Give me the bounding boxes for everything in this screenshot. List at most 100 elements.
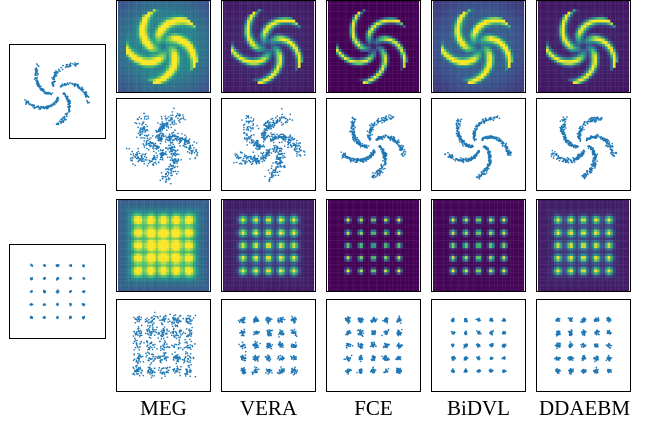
heatmap-cell [223, 78, 226, 82]
heatmap-cell [190, 6, 194, 10]
heatmap-cell [147, 43, 151, 47]
heatmap-cell [128, 1, 132, 4]
heatmap-cell [362, 70, 366, 74]
heatmap-cell [203, 27, 207, 31]
heatmap-cell [244, 54, 248, 58]
heatmap-cell [190, 14, 194, 18]
heatmap-cell [255, 3, 258, 7]
heatmap-cell [276, 3, 280, 7]
heatmap-cell [397, 49, 401, 52]
heatmap-cell [378, 33, 382, 36]
heatmap-cell [236, 22, 240, 26]
heatmap-cell [166, 30, 169, 34]
heatmap-cell [389, 70, 393, 74]
heatmap-cell [200, 9, 204, 12]
heatmap-cell [118, 59, 121, 63]
heatmap-cell [284, 75, 288, 79]
heatmap-cell [333, 22, 337, 26]
heatmap-cell [297, 1, 301, 4]
heatmap-cell [308, 14, 312, 18]
heatmap-cell [352, 46, 355, 50]
heatmap-cell [263, 51, 266, 55]
heatmap-cell [179, 6, 183, 10]
heatmap-cell [182, 83, 186, 87]
heatmap-cell [231, 73, 234, 77]
heatmap-cell [465, 35, 468, 39]
heatmap-cell [373, 41, 377, 44]
heatmap-cell [247, 86, 250, 90]
heatmap-cell [195, 25, 199, 28]
heatmap-cell [131, 59, 135, 63]
heatmap-cell [163, 78, 167, 82]
heatmap-cell [150, 75, 153, 79]
heatmap-cell [483, 25, 487, 28]
sample-point [51, 92, 54, 95]
heatmap-cell [265, 25, 269, 28]
sample-point [68, 105, 71, 107]
heatmap-cell [123, 35, 127, 39]
heatmap-cell [462, 75, 466, 79]
heatmap-cell [239, 67, 242, 71]
heatmap-cell [330, 43, 334, 47]
heatmap-cell [344, 6, 347, 10]
heatmap-cell [438, 22, 442, 26]
heatmap-cell [381, 75, 385, 79]
heatmap-cell [200, 73, 204, 77]
heatmap-cell [163, 35, 167, 39]
heatmap-cell [187, 62, 191, 66]
heatmap-cell [142, 27, 145, 31]
heatmap-cell [392, 83, 396, 87]
heatmap-cell [276, 89, 280, 92]
heatmap-cell [386, 54, 390, 58]
heatmap-cell [281, 17, 285, 20]
heatmap-cell [144, 19, 148, 23]
heatmap-cell [354, 38, 358, 42]
heatmap-cell [376, 11, 379, 15]
heatmap-cell [362, 75, 366, 79]
heatmap-cell [483, 17, 487, 20]
heatmap-cell [187, 1, 191, 4]
heatmap-cell [134, 11, 137, 15]
heatmap-cell [381, 46, 385, 50]
heatmap-cell [346, 33, 350, 36]
heatmap-cell [362, 27, 366, 31]
heatmap-cell [273, 65, 277, 69]
heatmap-cell [346, 67, 350, 71]
heatmap-cell [252, 51, 256, 55]
heatmap-cell [142, 46, 145, 50]
heatmap-cell [483, 73, 487, 77]
heatmap-cell [333, 54, 337, 58]
heatmap-cell [292, 73, 296, 77]
heatmap-cell [281, 9, 285, 12]
heatmap-cell [454, 62, 458, 66]
heatmap-cell [139, 57, 143, 61]
heatmap-cell [413, 81, 417, 85]
heatmap-cell [228, 3, 232, 7]
heatmap-cell [462, 62, 466, 66]
heatmap-cell [346, 41, 350, 44]
heatmap-cell [475, 73, 479, 77]
heatmap-cell [478, 38, 482, 42]
heatmap-cell [303, 27, 307, 31]
heatmap-cell [174, 83, 178, 87]
heatmap-cell [174, 81, 178, 85]
heatmap-cell [386, 19, 390, 23]
heatmap-cell [454, 30, 458, 34]
heatmap-cell [184, 9, 188, 12]
heatmap-cell [158, 6, 161, 10]
heatmap-cell [392, 81, 396, 85]
sample-point [66, 98, 69, 101]
heatmap-cell [118, 27, 121, 31]
heatmap-cell [160, 67, 164, 71]
heatmap-cell [462, 57, 466, 61]
heatmap-cell [473, 75, 476, 79]
heatmap-cell [413, 83, 417, 87]
heatmap-cell [166, 22, 169, 26]
heatmap-cell [486, 43, 490, 47]
heatmap-cell [416, 51, 420, 55]
heatmap-cell [160, 17, 164, 20]
heatmap-cell [354, 6, 358, 10]
heatmap-cell [470, 22, 474, 26]
heatmap-cell [236, 59, 240, 63]
heatmap-cell [279, 25, 283, 28]
